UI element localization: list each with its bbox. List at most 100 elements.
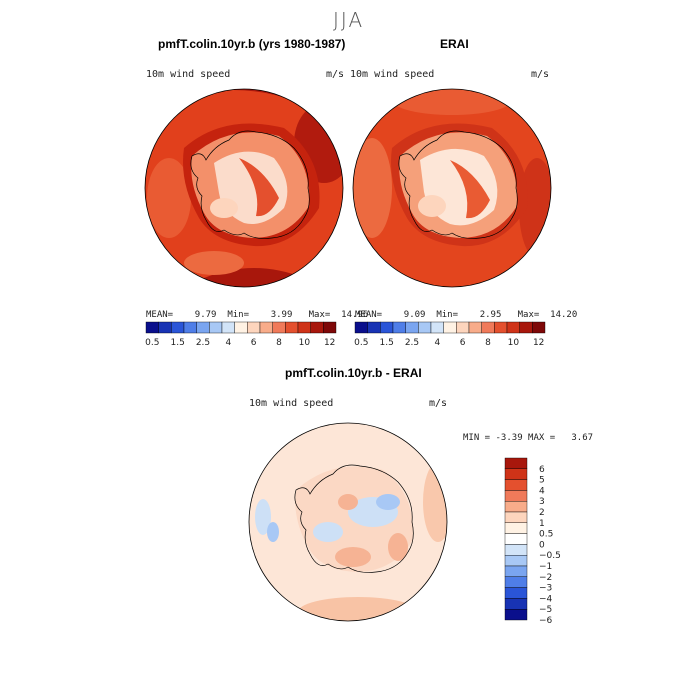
panel-right-title: ERAI: [440, 37, 469, 51]
lighter-wind-north: [392, 89, 512, 115]
colorbar-swatch: [504, 598, 528, 610]
coastline: [398, 130, 518, 239]
diff-max-value: 3.67: [571, 433, 594, 443]
colorbar-swatch: [481, 321, 495, 334]
coastline: [190, 130, 310, 239]
colorbar-swatch: [209, 321, 223, 334]
colorbar-tick-label: 4: [434, 338, 440, 348]
colorbar-swatch: [158, 321, 172, 334]
colorbar-right: 0.5 1.5 2.5 4 6 8 10 12: [354, 321, 546, 348]
colorbar-swatch: [504, 501, 528, 513]
panel-left-title: pmfT.colin.10yr.b (yrs 1980-1987): [158, 37, 346, 51]
mean-label: MEAN=: [146, 310, 174, 320]
colorbar-swatch: [443, 321, 457, 334]
colorbar-swatch: [234, 321, 248, 334]
min-value: 2.95: [479, 310, 502, 320]
colorbar-swatch: [504, 554, 528, 567]
colorbar-swatch: [297, 321, 311, 334]
colorbar-swatch: [519, 321, 533, 334]
plateau-ridge: [239, 158, 279, 217]
positive-patch-interior: [338, 494, 358, 510]
colorbar-swatch: [171, 321, 185, 334]
colorbar-swatch: [405, 321, 419, 334]
positive-patch-coast-2: [388, 533, 408, 561]
panel-right-field-label: 10m wind speed: [350, 69, 435, 80]
lighter-wind-west: [147, 158, 191, 238]
diff-panel-title: pmfT.colin.10yr.b - ERAI: [285, 366, 422, 380]
colorbar-tick-label: 4: [225, 338, 231, 348]
colorbar-swatch: [259, 321, 273, 334]
colorbar-tick-label: −4: [539, 594, 553, 604]
colorbar-tick-label: 1: [539, 519, 545, 529]
map-border: [352, 88, 552, 288]
negative-patch-plateau-2: [376, 494, 400, 510]
colorbar-tick-label: 12: [533, 338, 544, 348]
polar-map-difference: [248, 422, 448, 622]
colorbar-tick-label: −5: [539, 605, 552, 615]
colorbar-swatch: [272, 321, 286, 334]
colorbar-swatch: [504, 587, 528, 599]
diff-min-value: -3.39: [495, 433, 523, 443]
colorbar-swatch: [468, 321, 482, 334]
colorbar-swatch: [285, 321, 299, 334]
colorbar-tick-label: 6: [460, 338, 466, 348]
colorbar-swatch: [380, 321, 394, 334]
ross-sea-area: [418, 195, 446, 217]
colorbar-tick-label: 2: [539, 508, 545, 518]
colorbar-tick-label: 1.5: [380, 338, 394, 348]
mean-value: 9.79: [194, 310, 217, 320]
lighter-wind-west: [353, 138, 392, 238]
plateau-ridge: [450, 160, 490, 219]
colorbar-tick-label: 10: [508, 338, 520, 348]
colorbar-swatch: [504, 490, 528, 502]
colorbar-tick-label: 12: [324, 338, 335, 348]
colorbar-tick-label: 2.5: [405, 338, 419, 348]
colorbar-swatch: [504, 511, 528, 524]
negative-patch-west-2: [267, 522, 279, 542]
max-label: Max=: [308, 310, 331, 320]
positive-patch-south: [298, 597, 418, 621]
colorbar-swatch: [196, 321, 210, 334]
colorbar-swatch: [354, 321, 368, 334]
colorbar-swatch: [392, 321, 406, 334]
colorbar-swatch: [506, 321, 520, 334]
mean-label: MEAN=: [355, 310, 383, 320]
diff-max-label: MAX =: [528, 433, 556, 443]
colorbar-tick-label: 6: [539, 465, 545, 475]
colorbar-tick-label: 6: [251, 338, 257, 348]
colorbar-tick-label: 0.5: [145, 338, 159, 348]
colorbar-tick-label: −2: [539, 573, 552, 583]
min-value: 3.99: [270, 310, 293, 320]
panel-left-unit-label: m/s: [326, 69, 345, 80]
ross-sea-area: [210, 198, 238, 218]
panel-left-stats: MEAN= 9.79 Min= 3.99 Max= 14.96: [146, 310, 368, 320]
colorbar-swatch: [494, 321, 508, 334]
colorbar-swatch: [504, 533, 528, 545]
colorbar-swatch: [504, 565, 528, 578]
page-title: JJA: [333, 8, 365, 32]
colorbar-tick-label: 5: [539, 476, 545, 486]
colorbar-tick-label: 0.5: [539, 530, 553, 540]
diff-unit-label: m/s: [429, 398, 448, 409]
polar-map-erai: [352, 88, 552, 288]
colorbar-tick-label: −3: [539, 584, 552, 594]
colorbar-tick-label: 0: [539, 540, 545, 550]
colorbar-tick-label: 0.5: [354, 338, 368, 348]
colorbar-swatch: [418, 321, 432, 334]
colorbar-tick-label: 1.5: [171, 338, 185, 348]
min-label: Min=: [227, 310, 249, 320]
diff-minmax: MIN = -3.39 MAX = 3.67: [463, 433, 593, 443]
colorbar-tick-label: 2.5: [196, 338, 210, 348]
diff-field-label: 10m wind speed: [249, 398, 334, 409]
colorbar-swatch: [504, 457, 528, 470]
colorbar-tick-label: −1: [539, 562, 552, 572]
max-value: 14.96: [341, 310, 369, 320]
colorbar-swatch: [504, 468, 528, 480]
colorbar-swatch: [504, 576, 528, 588]
colorbar-tick-label: 3: [539, 497, 545, 507]
colorbar-tick-label: 8: [276, 338, 282, 348]
colorbar-swatch: [504, 479, 528, 491]
mean-value: 9.09: [403, 310, 426, 320]
polar-map-model: [144, 88, 344, 288]
